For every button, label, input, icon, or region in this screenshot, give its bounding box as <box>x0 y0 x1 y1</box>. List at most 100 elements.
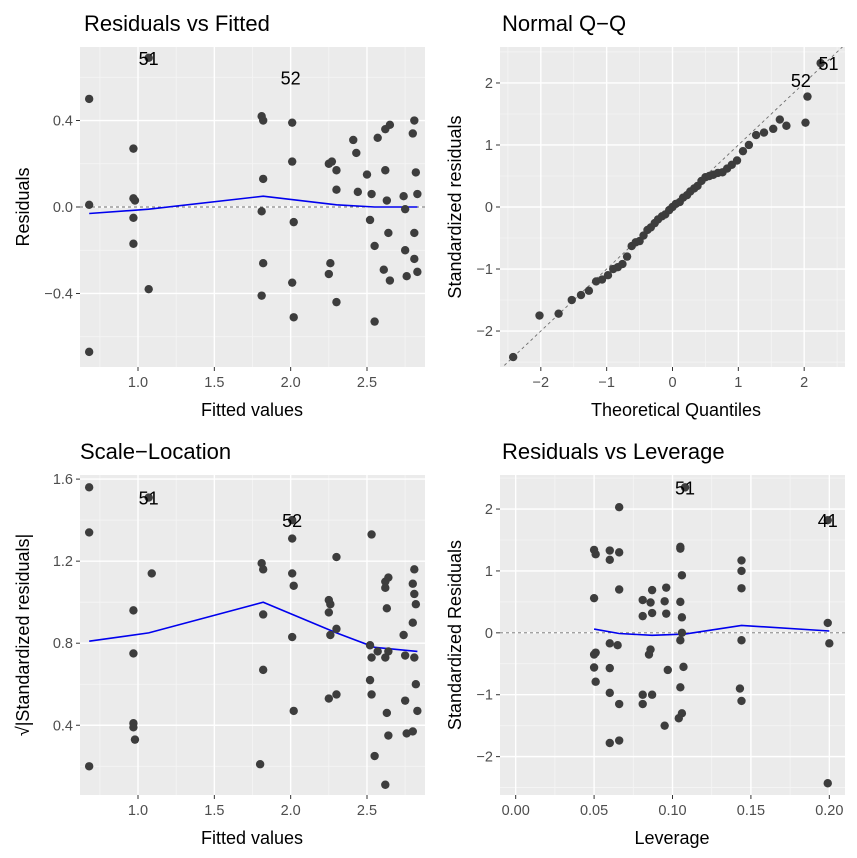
data-point <box>326 259 335 268</box>
x-tick-label: −1 <box>598 375 615 391</box>
data-point <box>384 573 393 582</box>
data-point <box>676 636 685 645</box>
point-label: 52 <box>281 68 301 88</box>
smooth-line <box>89 195 418 215</box>
data-point <box>410 116 419 125</box>
data-point <box>402 271 411 281</box>
data-point <box>408 727 417 736</box>
data-point <box>332 690 341 699</box>
data-point <box>605 688 614 698</box>
data-point <box>130 735 140 744</box>
x-tick-label: −2 <box>533 375 550 391</box>
data-point <box>370 241 379 251</box>
data-point <box>373 133 382 143</box>
x-tick-label: 0.20 <box>815 803 843 819</box>
data-point <box>258 174 268 184</box>
data-point <box>365 641 375 650</box>
data-point <box>287 278 297 287</box>
data-point <box>408 579 417 588</box>
data-point <box>144 284 153 294</box>
data-point <box>332 624 341 634</box>
data-point <box>255 760 265 769</box>
data-point <box>638 690 647 699</box>
data-point <box>381 583 390 593</box>
data-point <box>332 185 341 194</box>
data-point <box>400 651 410 660</box>
data-point <box>618 259 627 269</box>
data-point <box>382 604 392 613</box>
data-point <box>614 502 624 512</box>
data-point <box>289 706 298 716</box>
data-point <box>680 483 690 492</box>
panel-1: 1.0 1.5 2.0 2.5 −0.4 0.0 0.4 51 52 Residuals vs F… <box>13 11 425 420</box>
data-point <box>638 699 647 709</box>
data-point <box>677 571 687 580</box>
data-point <box>324 694 334 703</box>
y-tick-label: 0 <box>485 626 493 642</box>
data-point <box>84 347 94 357</box>
data-point <box>803 92 812 101</box>
data-point <box>332 166 341 175</box>
y-tick-label: −2 <box>476 750 493 766</box>
data-point <box>289 217 298 227</box>
data-point <box>759 128 769 137</box>
data-point <box>644 650 654 659</box>
data-point <box>737 584 746 593</box>
x-tick-label: 1 <box>734 375 742 391</box>
data-point <box>400 696 410 705</box>
data-point <box>257 291 266 300</box>
data-point <box>384 228 393 238</box>
y-tick-label: 0.4 <box>53 718 73 734</box>
data-point <box>738 146 748 156</box>
data-point <box>411 600 421 609</box>
data-point <box>662 583 671 592</box>
data-point <box>352 148 361 158</box>
data-point <box>676 597 685 607</box>
data-point <box>823 779 832 788</box>
data-point <box>365 215 375 225</box>
data-point <box>370 751 379 761</box>
panel-title: Normal Q−Q <box>502 11 626 36</box>
data-point <box>782 121 791 130</box>
data-point <box>622 252 632 261</box>
y-axis-label: Residuals <box>13 167 33 246</box>
data-point <box>370 317 379 326</box>
data-point <box>332 297 341 307</box>
data-point <box>144 493 153 502</box>
data-point <box>258 116 268 125</box>
y-tick-label: −2 <box>476 324 493 340</box>
data-point <box>508 352 518 362</box>
data-point <box>129 239 138 248</box>
data-point <box>289 313 298 322</box>
data-point <box>638 595 647 605</box>
smooth-line <box>89 601 418 653</box>
x-tick-label: 0.00 <box>502 803 530 819</box>
data-point <box>769 124 778 134</box>
data-point <box>130 196 140 205</box>
data-point <box>129 213 138 223</box>
x-tick-label: 1.5 <box>204 803 224 819</box>
data-point <box>129 649 138 658</box>
point-label: 51 <box>819 54 839 74</box>
data-point <box>413 267 422 277</box>
data-point <box>614 699 624 709</box>
data-point <box>84 94 94 104</box>
y-tick-label: 2 <box>485 502 493 518</box>
data-point <box>816 58 825 68</box>
data-point <box>614 736 624 745</box>
y-tick-label: 2 <box>485 76 493 92</box>
data-point <box>732 156 742 165</box>
point-label: 51 <box>139 49 159 69</box>
data-point <box>367 530 376 539</box>
data-point <box>646 598 655 607</box>
data-point <box>567 295 576 305</box>
y-tick-label: −1 <box>476 688 493 704</box>
y-tick-label: 1 <box>485 564 493 580</box>
data-point <box>373 647 382 656</box>
data-point <box>662 609 671 618</box>
point-label: 52 <box>791 71 811 91</box>
data-point <box>589 593 599 603</box>
panel-4: 0.00 0.05 0.10 0.15 0.20 −2 −1 0 1 2 51 41 Residuals… <box>445 439 845 848</box>
y-tick-label: 1.6 <box>53 472 73 488</box>
data-point <box>410 254 419 264</box>
